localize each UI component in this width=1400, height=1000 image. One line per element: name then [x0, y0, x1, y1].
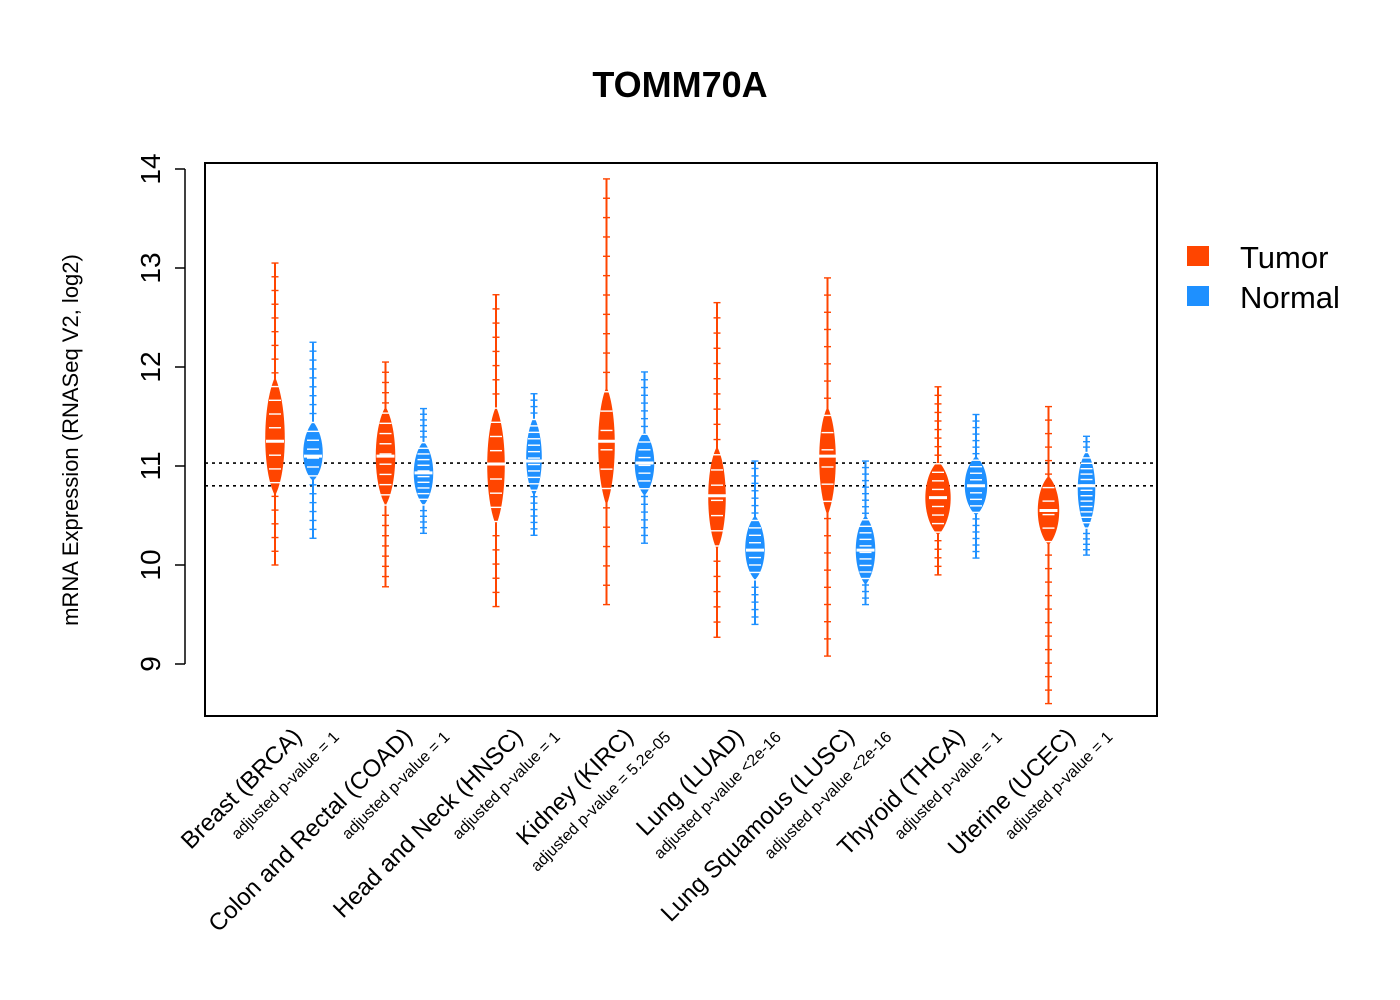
chart-title: TOMM70A: [592, 64, 767, 105]
reference-lines: [205, 462, 1157, 487]
violin-tumor-3-body: [598, 386, 615, 506]
legend: Tumor Normal: [1187, 240, 1340, 315]
violin-tumor-0-body: [265, 376, 285, 496]
violin-normal-4-body: [745, 515, 765, 580]
violin-normal-0: [303, 341, 323, 539]
violin-normal-6: [964, 413, 988, 559]
violin-tumor-4-body: [708, 446, 726, 551]
violin-normal-5: [855, 460, 876, 606]
legend-swatch-normal: [1187, 286, 1209, 306]
y-tick-label: 10: [135, 549, 166, 580]
violin-normal-2: [525, 393, 543, 536]
y-tick-label: 9: [135, 656, 166, 672]
legend-label-tumor: Tumor: [1240, 240, 1328, 275]
violin-normal-3: [634, 371, 655, 544]
violin-tumor-6: [925, 386, 951, 576]
violin-tumor-7: [1037, 405, 1060, 705]
legend-label-normal: Normal: [1240, 280, 1340, 315]
violin-tumor-5: [818, 277, 837, 657]
violin-tumor-2: [487, 294, 505, 608]
violins: [265, 178, 1096, 705]
y-axis-label: mRNA Expression (RNASeq V2, log2): [58, 254, 83, 626]
y-tick-label: 13: [135, 252, 166, 283]
violin-normal-4: [745, 460, 765, 626]
y-tick-label: 12: [135, 351, 166, 382]
violin-normal-7: [1077, 435, 1096, 556]
legend-swatch-tumor: [1187, 246, 1209, 266]
y-axis: 9 10 11 12 13 14: [135, 153, 186, 672]
y-tick-label: 11: [135, 451, 166, 480]
plot-frame: [204, 162, 1158, 717]
violin-tumor-4: [708, 301, 726, 638]
violin-normal-1: [413, 407, 434, 535]
violin-normal-0-body: [303, 421, 323, 481]
y-tick-label: 14: [135, 153, 166, 184]
violin-tumor-1: [375, 361, 396, 588]
violin-tumor-3: [597, 178, 616, 606]
violin-tumor-0: [265, 262, 285, 566]
violin-tumor-5-body: [819, 406, 836, 516]
violin-normal-2-body: [526, 416, 542, 496]
